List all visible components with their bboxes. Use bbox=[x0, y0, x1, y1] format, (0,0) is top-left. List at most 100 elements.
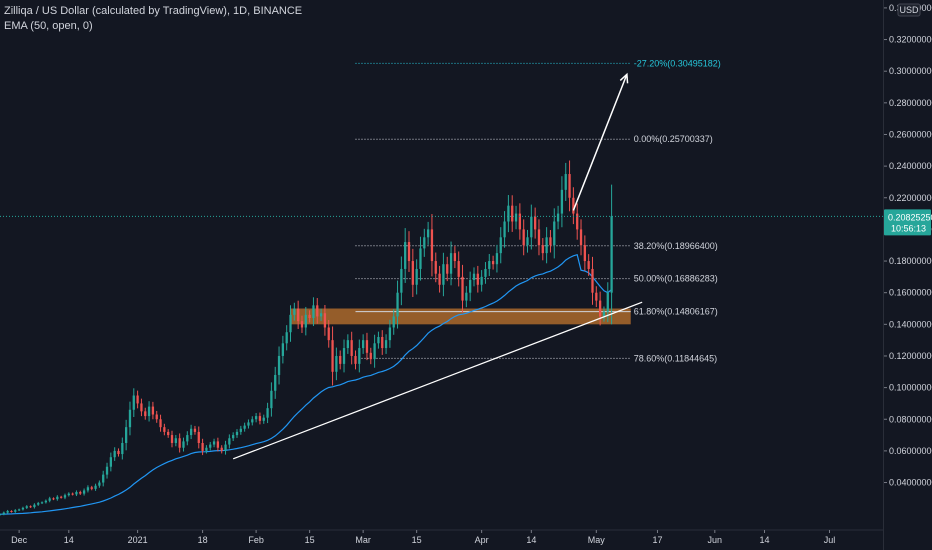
candle bbox=[235, 429, 239, 438]
candle bbox=[21, 506, 25, 511]
candle-body bbox=[25, 506, 28, 508]
candle bbox=[274, 366, 277, 399]
candle bbox=[335, 347, 338, 381]
candle-body bbox=[602, 311, 606, 317]
candle bbox=[404, 228, 407, 283]
candle bbox=[491, 255, 495, 270]
support-zone-box bbox=[290, 308, 631, 325]
candle bbox=[564, 162, 567, 201]
candle-body bbox=[228, 438, 231, 445]
candle bbox=[503, 211, 506, 248]
candle-body bbox=[300, 321, 304, 328]
candle-body bbox=[209, 444, 212, 448]
candle-body bbox=[147, 406, 151, 417]
candle bbox=[212, 438, 216, 448]
candle bbox=[610, 184, 613, 325]
fib-level-label: 0.00%(0.25700337) bbox=[634, 134, 713, 144]
candle-body bbox=[189, 428, 193, 436]
candle bbox=[583, 235, 586, 271]
candle bbox=[339, 350, 342, 370]
candle-body bbox=[358, 348, 361, 364]
candle bbox=[327, 319, 330, 348]
candle-body bbox=[377, 336, 380, 344]
candle-body bbox=[495, 253, 499, 265]
candle bbox=[285, 325, 288, 351]
candle-body bbox=[266, 408, 269, 418]
candle-body bbox=[438, 273, 441, 285]
candle-body bbox=[10, 511, 13, 513]
symbol-title[interactable]: Zilliqa / US Dollar (calculated by Tradi… bbox=[4, 5, 303, 17]
candle-body bbox=[232, 435, 235, 439]
candle bbox=[44, 499, 48, 504]
candle bbox=[457, 251, 460, 287]
candle-body bbox=[6, 511, 9, 513]
candle bbox=[595, 286, 598, 308]
candle-body bbox=[488, 261, 491, 269]
candle-body bbox=[404, 242, 407, 269]
candle-body bbox=[537, 229, 541, 246]
candle-body bbox=[274, 374, 277, 391]
candle bbox=[163, 423, 166, 436]
candle bbox=[155, 410, 158, 423]
candlestick-series bbox=[0, 160, 613, 516]
candle bbox=[258, 412, 262, 425]
candle-body bbox=[499, 237, 502, 254]
candle bbox=[373, 334, 376, 368]
candle bbox=[354, 350, 357, 370]
candle bbox=[331, 326, 334, 386]
candle bbox=[102, 470, 105, 487]
candle bbox=[113, 447, 116, 461]
candle-body bbox=[316, 305, 319, 317]
candle-body bbox=[90, 487, 93, 489]
candle bbox=[361, 334, 365, 354]
candle bbox=[289, 305, 292, 342]
ema-50-line bbox=[0, 253, 612, 515]
candle bbox=[29, 505, 32, 508]
candle bbox=[495, 244, 499, 273]
candle bbox=[247, 419, 250, 429]
current-price-tag bbox=[884, 209, 931, 236]
drawings-layer[interactable] bbox=[0, 72, 883, 460]
candle-body bbox=[63, 495, 67, 498]
candle-body bbox=[369, 352, 372, 360]
candle-body bbox=[155, 414, 158, 420]
candle-body bbox=[285, 332, 288, 344]
candle-body bbox=[461, 276, 464, 301]
candle bbox=[472, 267, 476, 287]
candle-body bbox=[205, 447, 208, 451]
candle bbox=[323, 304, 327, 336]
candle-body bbox=[258, 416, 262, 421]
time-tick-label: May bbox=[588, 535, 606, 545]
candle-body bbox=[484, 268, 487, 277]
candle bbox=[365, 332, 369, 361]
candle bbox=[201, 438, 204, 456]
candle-body bbox=[514, 213, 518, 222]
price-axis[interactable]: 0.04000000 0.06000000 0.08000000 0.10000000… bbox=[883, 0, 932, 550]
candle-body bbox=[365, 340, 369, 353]
candle-body bbox=[545, 237, 548, 254]
candle-body bbox=[136, 395, 139, 404]
candle bbox=[396, 280, 399, 329]
candle-body bbox=[430, 229, 434, 262]
indicator-label[interactable]: EMA (50, open, 0) bbox=[4, 20, 93, 32]
candle-body bbox=[610, 216, 613, 293]
candle-body bbox=[304, 314, 307, 328]
time-tick-label: 15 bbox=[305, 535, 315, 545]
price-tick-label: 0.30000000 bbox=[889, 66, 932, 76]
time-axis[interactable]: Dec 14 2021 18 Feb 15 Mar 15 Apr 14 May 17 Jun 14 Jul bbox=[0, 529, 883, 545]
time-tick-label: 2021 bbox=[128, 535, 148, 545]
candle-body bbox=[560, 189, 564, 214]
candle bbox=[197, 426, 200, 449]
candle bbox=[136, 390, 139, 409]
candle-body bbox=[254, 416, 258, 420]
candle-body bbox=[534, 216, 537, 230]
candle-body bbox=[407, 242, 411, 262]
candle bbox=[40, 501, 44, 505]
candle-body bbox=[319, 313, 323, 317]
candle-body bbox=[151, 406, 155, 415]
candle-body bbox=[262, 417, 265, 421]
time-tick-label: Jun bbox=[708, 535, 723, 545]
candle-body bbox=[186, 435, 189, 442]
candle-body bbox=[556, 213, 560, 222]
